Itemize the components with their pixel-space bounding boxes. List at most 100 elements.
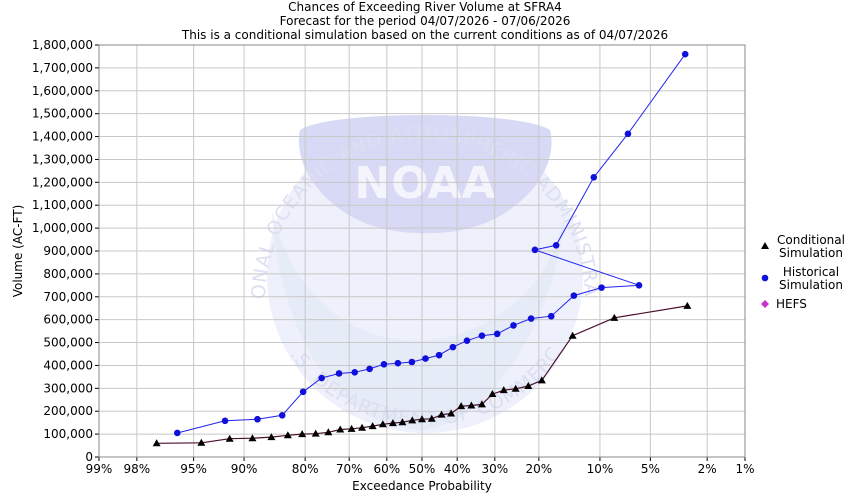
x-tick-label: 90% bbox=[231, 462, 258, 476]
y-tick-label: 200,000 bbox=[43, 404, 93, 418]
legend-marker-hefs bbox=[761, 300, 769, 308]
y-tick-label: 1,300,000 bbox=[32, 152, 93, 166]
chart-subtitle-note: This is a conditional simulation based o… bbox=[181, 28, 668, 42]
conditional-simulation-point bbox=[378, 420, 387, 428]
x-tick-label: 1% bbox=[735, 462, 754, 476]
historical-simulation-point bbox=[394, 359, 402, 367]
historical-simulation-point bbox=[570, 292, 578, 299]
y-tick-label: 500,000 bbox=[43, 336, 93, 350]
y-tick-label: 1,200,000 bbox=[32, 175, 93, 189]
conditional-simulation-point bbox=[225, 434, 234, 442]
y-tick-label: 800,000 bbox=[43, 267, 93, 281]
historical-simulation-point bbox=[422, 355, 429, 362]
historical-simulation-point bbox=[493, 330, 501, 338]
x-tick-label: 95% bbox=[180, 462, 207, 476]
historical-simulation-point bbox=[463, 337, 471, 345]
y-tick-label: 900,000 bbox=[43, 244, 93, 258]
y-tick-label: 0 bbox=[85, 450, 93, 464]
historical-simulation-point bbox=[598, 284, 605, 291]
historical-simulation-point bbox=[351, 369, 359, 376]
conditional-simulation-point bbox=[511, 384, 520, 392]
conditional-simulation-point bbox=[568, 331, 577, 339]
y-tick-label: 1,100,000 bbox=[32, 198, 93, 212]
x-tick-label: 2% bbox=[698, 462, 717, 476]
y-tick-label: 600,000 bbox=[43, 313, 93, 327]
historical-simulation-point bbox=[510, 322, 517, 329]
chart-title: Chances of Exceeding River Volume at SFR… bbox=[288, 0, 562, 14]
legend-label: Simulation bbox=[779, 278, 843, 292]
conditional-simulation-point bbox=[283, 431, 292, 439]
series-layer bbox=[152, 50, 692, 447]
legend-label: Historical bbox=[783, 265, 839, 279]
historical-simulation-point bbox=[624, 130, 632, 138]
y-tick-label: 100,000 bbox=[43, 427, 93, 441]
y-tick-label: 300,000 bbox=[43, 381, 93, 395]
historical-simulation-point bbox=[221, 417, 229, 425]
x-tick-label: 20% bbox=[526, 462, 553, 476]
historical-simulation-point bbox=[254, 415, 261, 423]
conditional-simulation-point bbox=[457, 402, 466, 410]
grid bbox=[98, 44, 746, 458]
y-tick-label: 700,000 bbox=[43, 290, 93, 304]
historical-simulation-point bbox=[681, 50, 689, 58]
y-tick-label: 1,500,000 bbox=[32, 107, 93, 121]
conditional-simulation-point bbox=[610, 313, 619, 321]
x-tick-label: 40% bbox=[444, 462, 471, 476]
historical-simulation-point bbox=[590, 173, 598, 181]
conditional-simulation-point bbox=[248, 434, 257, 442]
watermark-bird-shape bbox=[298, 115, 552, 234]
x-tick-label: 30% bbox=[481, 462, 508, 476]
historical-simulation-point bbox=[408, 358, 416, 366]
conditional-simulation-point bbox=[324, 428, 333, 436]
y-tick-label: 1,600,000 bbox=[32, 84, 93, 98]
conditional-simulation-point bbox=[437, 410, 446, 418]
conditional-simulation-point bbox=[398, 418, 407, 426]
conditional-simulation-point bbox=[267, 433, 276, 441]
watermark-wave bbox=[272, 210, 565, 430]
historical-simulation-point bbox=[318, 374, 325, 382]
legend-marker-historical-simulation bbox=[761, 274, 769, 282]
historical-simulation-point bbox=[635, 282, 643, 289]
x-tick-label: 5% bbox=[641, 462, 660, 476]
conditional-simulation-point bbox=[524, 382, 533, 390]
historical-simulation-point bbox=[299, 388, 307, 396]
historical-simulation-point bbox=[478, 332, 486, 339]
conditional-simulation-point bbox=[683, 301, 692, 309]
conditional-simulation-point bbox=[427, 414, 436, 422]
x-tick-label: 10% bbox=[587, 462, 614, 476]
x-tick-label: 70% bbox=[336, 462, 363, 476]
conditional-simulation-point bbox=[418, 415, 426, 423]
conditional-simulation-point bbox=[477, 400, 486, 408]
conditional-simulation-point bbox=[488, 390, 497, 398]
legend-label: HEFS bbox=[776, 297, 807, 311]
y-tick-label: 1,000,000 bbox=[32, 221, 93, 235]
conditional-simulation-point bbox=[408, 416, 417, 424]
conditional-simulation-point bbox=[298, 430, 307, 438]
conditional-simulation-point bbox=[368, 422, 377, 430]
x-tick-label: 99% bbox=[86, 462, 113, 476]
conditional-simulation-point bbox=[347, 424, 356, 432]
plot-border bbox=[98, 44, 746, 458]
x-tick-label: 50% bbox=[409, 462, 436, 476]
conditional-simulation-point bbox=[537, 376, 546, 384]
conditional-simulation-point bbox=[311, 429, 320, 437]
conditional-simulation-series bbox=[152, 301, 692, 447]
y-axis-title: Volume (AC-FT) bbox=[11, 205, 25, 298]
conditional-simulation-point bbox=[499, 386, 508, 394]
conditional-simulation-point bbox=[388, 419, 397, 427]
x-axis-title: Exceedance Probability bbox=[352, 479, 492, 493]
historical-simulation-series bbox=[173, 50, 689, 437]
legend-marker-conditional-simulation bbox=[761, 242, 769, 249]
historical-simulation-point bbox=[366, 365, 373, 373]
y-tick-label: 400,000 bbox=[43, 358, 93, 372]
x-tick-label: 98% bbox=[124, 462, 151, 476]
x-tick-label: 80% bbox=[292, 462, 319, 476]
historical-simulation-point bbox=[173, 429, 181, 437]
y-tick-label: 1,800,000 bbox=[32, 38, 93, 52]
chart-subtitle-period: Forecast for the period 04/07/2026 - 07/… bbox=[280, 14, 571, 28]
legend-item-hefs: HEFS bbox=[761, 297, 807, 311]
